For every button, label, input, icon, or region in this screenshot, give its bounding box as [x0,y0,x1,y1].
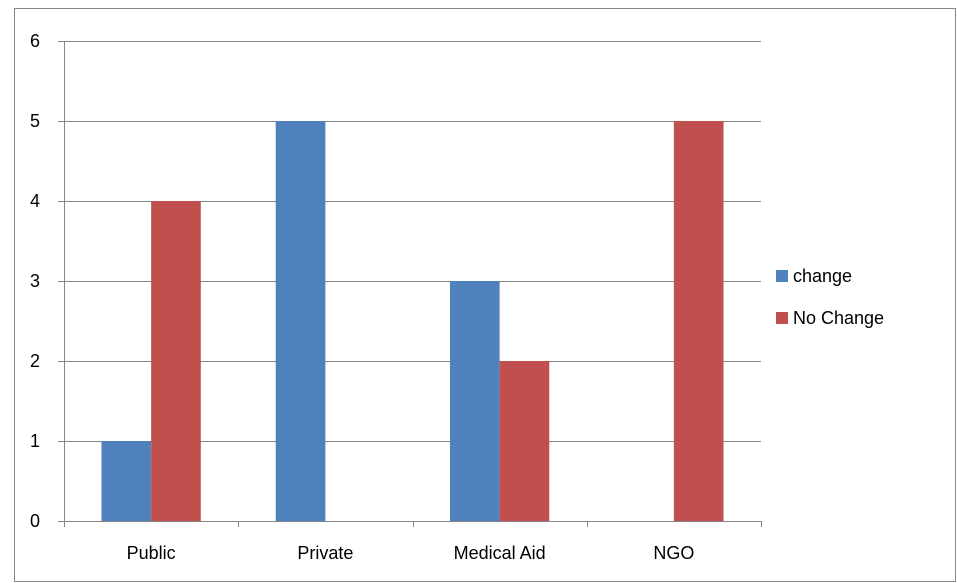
bar-change-medical-aid [449,281,500,521]
y-tick-label: 5 [30,111,40,131]
x-tick-label: Public [127,543,176,563]
bars [101,121,724,521]
legend-swatch-change [776,270,788,282]
legend-swatch-no-change [776,312,788,324]
y-tick-label: 6 [30,31,40,51]
y-tick-label: 0 [30,511,40,531]
legend: change No Change [776,266,884,328]
x-tick-label: Medical Aid [454,543,546,563]
y-tick-label: 1 [30,431,40,451]
bar-change-public [101,441,152,521]
x-tick-label: NGO [653,543,694,563]
bar-change-private [275,121,326,521]
axes: 0 1 2 3 4 5 6 Public Private Medical Aid NGO [30,31,762,563]
legend-label-change: change [793,266,852,286]
legend-label-no-change: No Change [793,308,884,328]
x-tick-label: Private [297,543,353,563]
y-tick-label: 4 [30,191,40,211]
bar-no-change-medical-aid [499,361,550,521]
y-tick-label: 2 [30,351,40,371]
bar-no-change-ngo [673,121,724,521]
y-tick-label: 3 [30,271,40,291]
bar-no-change-public [151,201,201,521]
